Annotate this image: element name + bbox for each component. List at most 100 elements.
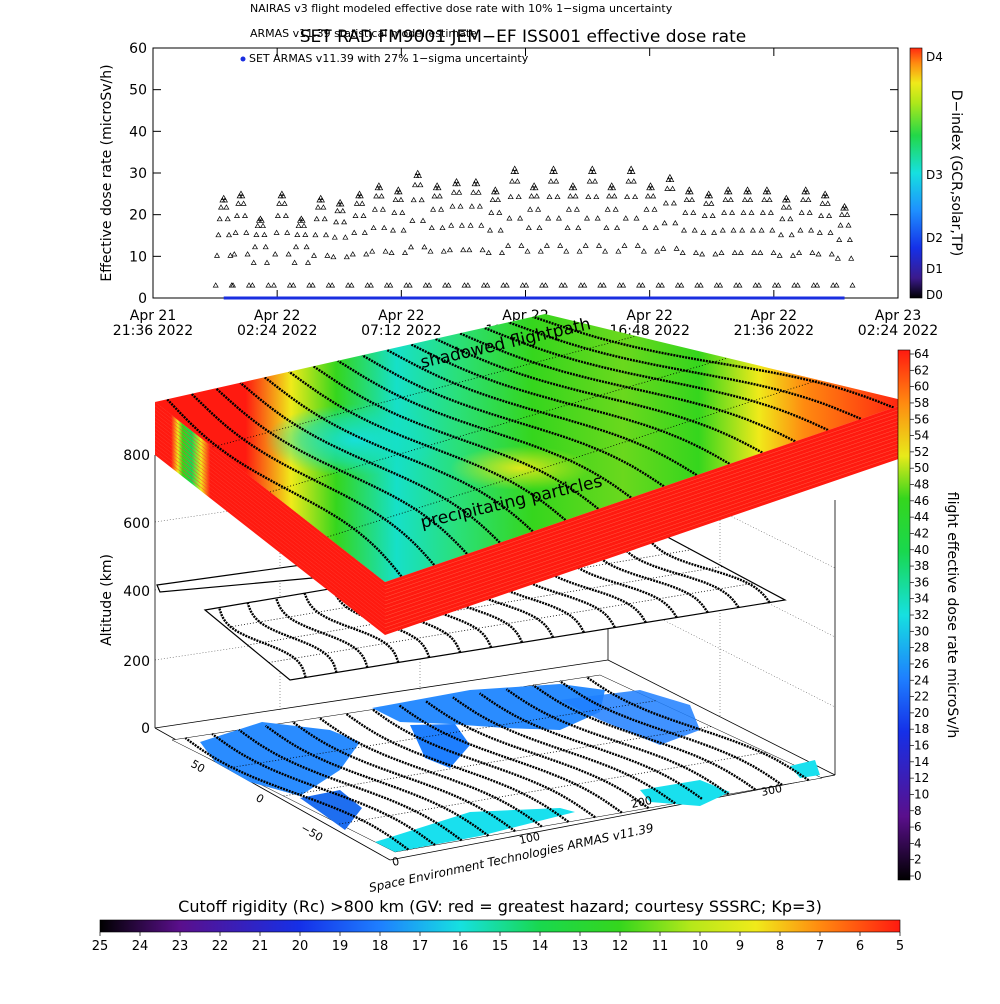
nairas-point: [769, 227, 776, 233]
nairas-point: [453, 177, 460, 184]
nairas-point: [506, 215, 513, 221]
nairas-point: [809, 249, 816, 255]
y-tick-label: 30: [129, 166, 147, 182]
nairas-point: [595, 242, 603, 248]
nairas-point: [833, 282, 840, 288]
ground-track-pass: [318, 716, 543, 828]
nairas-point: [725, 186, 732, 192]
nairas-point: [674, 282, 681, 288]
slab-track-pass: [215, 387, 468, 555]
nairas-point: [496, 209, 503, 215]
nairas-point: [493, 188, 500, 195]
rigidity-tick-label: 19: [332, 939, 349, 954]
colorbar-tick-label: 40: [914, 543, 929, 557]
nairas-point: [239, 192, 246, 199]
nairas-point: [324, 252, 331, 258]
nairas-point: [361, 229, 368, 235]
colorbar-tick-label: 32: [914, 608, 929, 622]
nairas-point: [699, 251, 706, 257]
nairas-point: [391, 209, 398, 215]
rigidity-tick-label: 24: [132, 939, 149, 954]
nairas-point: [299, 217, 306, 223]
nairas-point: [464, 282, 471, 288]
rigidity-tick-label: 13: [572, 939, 589, 954]
nairas-point: [334, 207, 341, 214]
nairas-point: [378, 193, 385, 199]
nairas-point: [468, 203, 475, 209]
d-index-tick-d0: D0: [926, 288, 943, 302]
nairas-point: [363, 251, 370, 257]
nairas-point: [632, 193, 639, 200]
slab-layer: [154, 439, 386, 621]
colorbar-tick-label: 38: [914, 559, 929, 573]
nairas-point: [836, 236, 843, 242]
ground-track-pass-grid: [339, 751, 767, 825]
nairas-point: [273, 229, 280, 235]
ground-track-pass: [585, 676, 810, 782]
nairas-point: [486, 227, 494, 233]
nairas-point: [717, 282, 724, 288]
nairas-point: [223, 204, 230, 210]
nairas-point: [497, 227, 504, 233]
nairas-point: [805, 196, 812, 203]
colorbar-tick-label: 6: [914, 820, 922, 834]
nairas-point: [719, 227, 726, 233]
nairas-point: [661, 219, 668, 226]
nairas-point: [818, 212, 825, 218]
nairas-point: [616, 282, 623, 288]
nairas-point: [543, 242, 550, 248]
nairas-point: [849, 282, 856, 288]
nairas-point: [784, 197, 791, 203]
slab-layer: [154, 443, 386, 624]
nairas-point: [692, 249, 700, 255]
nairas-point: [796, 249, 803, 255]
ground-track-pass: [452, 696, 676, 805]
nairas-point: [810, 282, 817, 288]
lon-tick-100: 100: [518, 830, 541, 847]
nairas-point: [673, 245, 680, 251]
nairas-point: [513, 168, 520, 174]
z-tick-800: 800: [123, 448, 150, 464]
colorbar-tick-label: 20: [914, 706, 929, 720]
nairas-point: [788, 231, 795, 238]
nairas-point: [276, 200, 283, 206]
colorbar-tick-label: 24: [914, 673, 929, 687]
colorbar-tick-label: 2: [914, 853, 922, 867]
nairas-point: [415, 172, 423, 179]
nairas-point: [348, 282, 355, 288]
nairas-point: [494, 196, 502, 203]
nairas-point: [804, 188, 811, 195]
nairas-point: [639, 282, 646, 288]
nairas-point: [690, 209, 697, 215]
nairas-point: [730, 227, 737, 233]
nairas-point: [213, 252, 221, 258]
nairas-point: [215, 231, 222, 238]
nairas-point: [708, 200, 715, 206]
nairas-point: [664, 185, 671, 191]
nairas-point: [461, 282, 468, 288]
slab-track-pass-grid: [212, 335, 637, 448]
slab-layer: [154, 424, 386, 605]
y-tick-label: 60: [129, 41, 147, 57]
nairas-point: [600, 282, 607, 288]
rigidity-tick-label: 22: [212, 939, 229, 954]
slab-layer: [384, 420, 911, 602]
nairas-point: [387, 282, 394, 288]
nairas-point: [377, 184, 384, 191]
nairas-point: [572, 193, 579, 199]
rigidity-tick-label: 8: [776, 939, 784, 954]
nairas-point: [438, 206, 445, 212]
slab-layer: [154, 405, 386, 586]
nairas-point: [514, 178, 521, 184]
rigidity-tick-label: 10: [692, 939, 709, 954]
cutoff-rigidity-bar: Cutoff rigidity (Rc) >800 km (GV: red = …: [92, 897, 904, 954]
nairas-point: [547, 178, 554, 184]
nairas-point: [558, 282, 565, 288]
nairas-point: [290, 282, 297, 288]
nairas-point: [407, 243, 415, 250]
nairas-point: [397, 196, 405, 203]
nairas-point: [409, 217, 416, 223]
nairas-point: [791, 282, 798, 288]
nairas-point: [352, 212, 359, 218]
slab-layer: [384, 432, 911, 613]
